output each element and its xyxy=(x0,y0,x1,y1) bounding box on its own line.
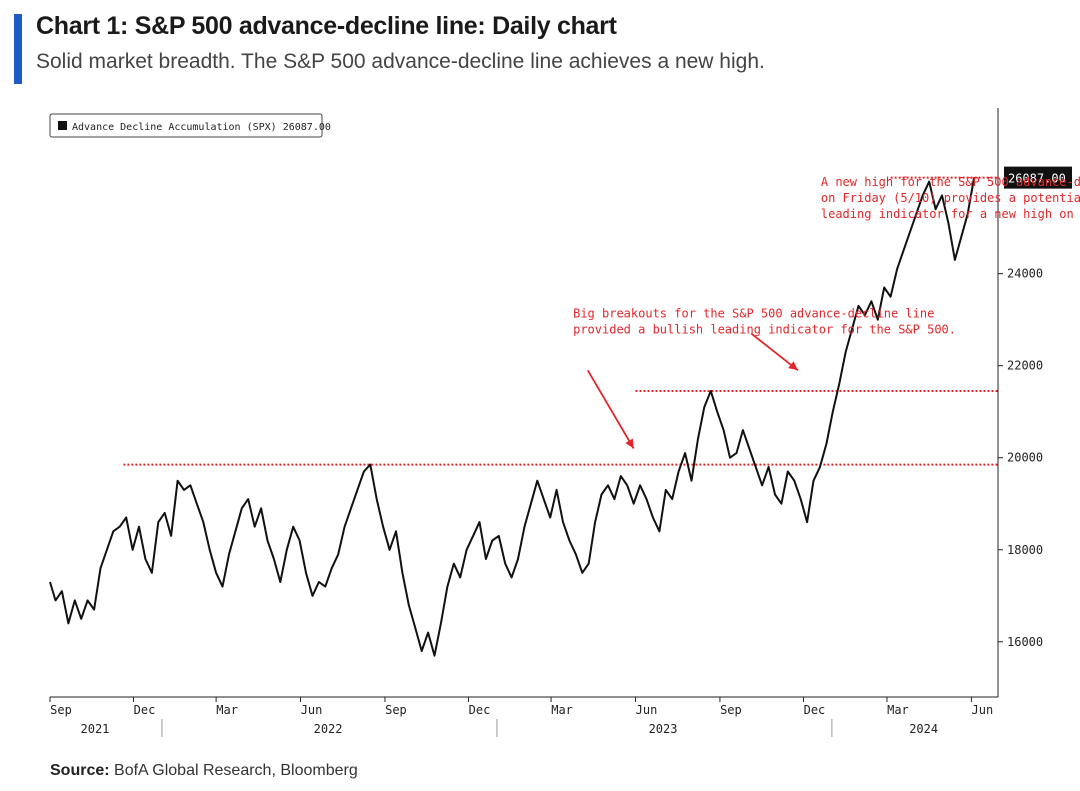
x-year-label: 2021 xyxy=(81,722,110,736)
x-year-label: 2022 xyxy=(314,722,343,736)
x-year-label: 2024 xyxy=(909,722,938,736)
annotations: A new high for the S&P 500 advance-decli… xyxy=(573,175,1080,449)
source-text: BofA Global Research, Bloomberg xyxy=(109,762,358,779)
annotation-arrowhead xyxy=(788,361,798,371)
y-tick-label: 22000 xyxy=(1007,359,1043,373)
last-value-label: 26087.00 xyxy=(1008,172,1066,186)
annotation-arrow xyxy=(750,332,799,371)
x-year-label: 2023 xyxy=(649,722,678,736)
source-note: Source: BofA Global Research, Bloomberg xyxy=(50,762,358,780)
y-tick-label: 24000 xyxy=(1007,267,1043,281)
x-tick-label: Sep xyxy=(720,703,742,717)
annotation-text: leading indicator for a new high on the … xyxy=(821,207,1080,221)
x-tick-label: Mar xyxy=(887,703,909,717)
y-tick-label: 20000 xyxy=(1007,451,1043,465)
chart-area: 16000 18000 20000 22000 24000 Sep Dec Mar Jun Sep… xyxy=(49,108,1080,737)
axes: 16000 18000 20000 22000 24000 Sep Dec Mar Jun Sep… xyxy=(49,108,1072,737)
annotation-text: provided a bullish leading indicator for… xyxy=(573,322,956,336)
x-tick-label: Sep xyxy=(50,703,72,717)
x-tick-label: Jun xyxy=(301,703,323,717)
chart-title: Chart 1: S&P 500 advance-decline line: D… xyxy=(36,12,617,40)
x-tick-label: Dec xyxy=(469,703,491,717)
x-tick-label: Sep xyxy=(385,703,407,717)
legend: Advance Decline Accumulation (SPX) 26087… xyxy=(49,113,331,138)
y-tick-label: 16000 xyxy=(1007,635,1043,649)
series-lines xyxy=(49,177,976,657)
title-accent-bar xyxy=(14,14,22,84)
x-tick-label: Dec xyxy=(804,703,826,717)
x-tick-label: Mar xyxy=(551,703,573,717)
legend-entry: Advance Decline Accumulation (SPX) 26087… xyxy=(72,122,331,133)
chart-subtitle: Solid market breadth. The S&P 500 advanc… xyxy=(36,50,765,73)
reference-lines xyxy=(123,176,998,466)
annotation-text: Big breakouts for the S&P 500 advance-de… xyxy=(573,306,934,320)
x-tick-label: Jun xyxy=(636,703,658,717)
x-tick-label: Dec xyxy=(134,703,156,717)
legend-swatch xyxy=(58,121,67,130)
y-tick-label: 18000 xyxy=(1007,543,1043,557)
annotation-text: A new high for the S&P 500 advance-decli… xyxy=(821,175,1080,189)
annotation-arrowhead xyxy=(625,438,634,449)
x-tick-label: Jun xyxy=(972,703,994,717)
source-label: Source: xyxy=(50,762,110,779)
x-tick-label: Mar xyxy=(216,703,238,717)
annotation-arrow xyxy=(587,369,635,449)
series-line xyxy=(49,177,976,657)
last-value-box xyxy=(1004,166,1072,189)
legend-box xyxy=(49,113,323,138)
